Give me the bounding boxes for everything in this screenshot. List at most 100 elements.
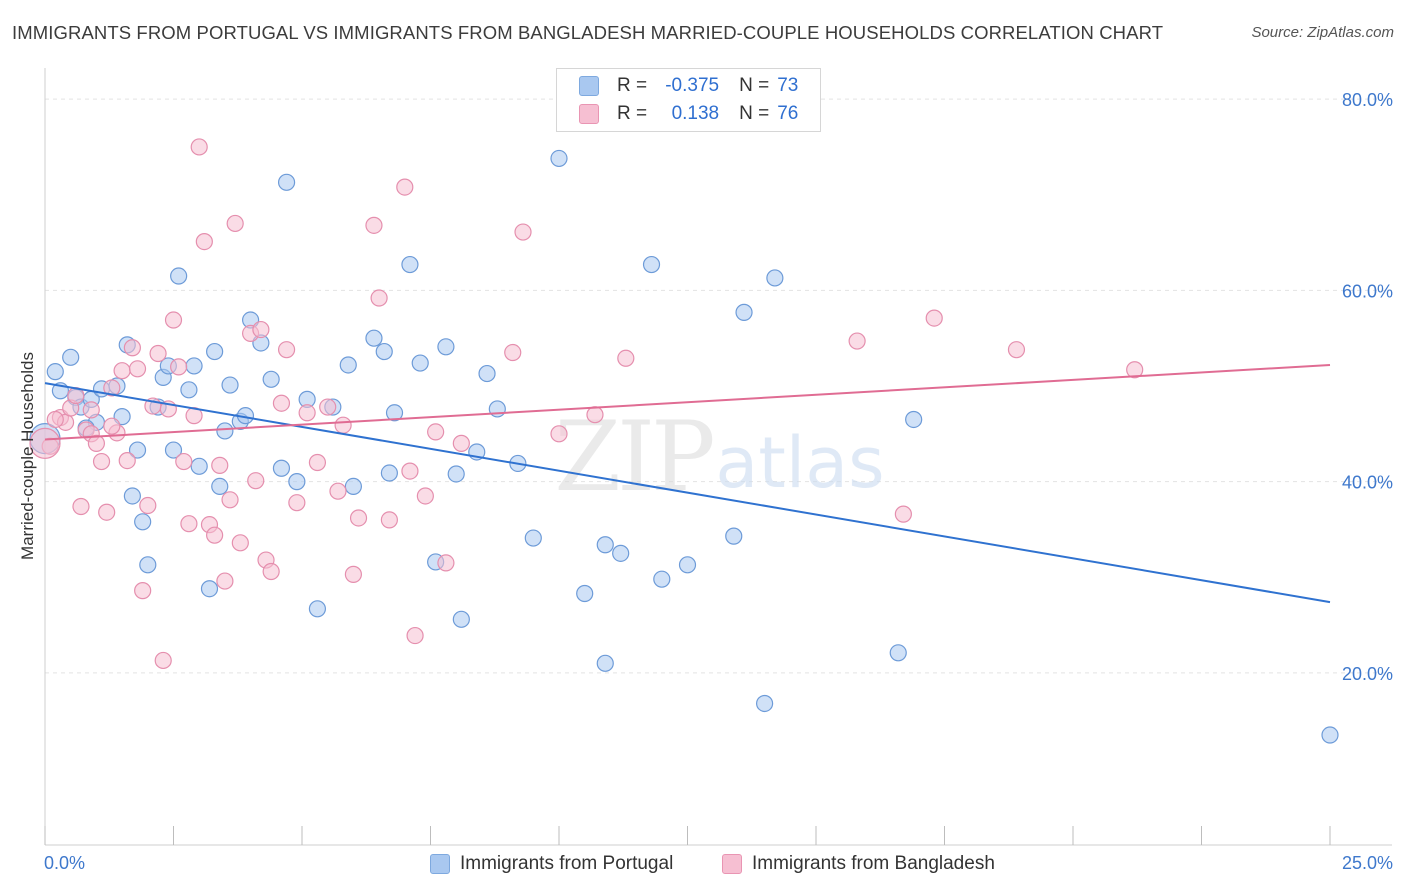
data-point	[344, 565, 362, 583]
data-point	[401, 255, 419, 274]
n-value: 73	[777, 75, 799, 96]
data-point	[216, 572, 234, 590]
data-point	[344, 477, 362, 496]
data-point	[1321, 726, 1339, 744]
data-point	[82, 401, 100, 419]
data-point	[226, 214, 244, 233]
data-point	[149, 344, 167, 363]
data-point	[437, 338, 455, 356]
data-point	[206, 342, 224, 361]
bangladesh-swatch	[579, 104, 599, 124]
data-point	[329, 482, 347, 500]
data-point	[72, 497, 90, 516]
legend-item-bangladesh[interactable]: Immigrants from Bangladesh	[722, 850, 995, 878]
data-point	[211, 456, 229, 474]
chart-title: IMMIGRANTS FROM PORTUGAL VS IMMIGRANTS F…	[12, 22, 1164, 43]
data-point	[62, 348, 80, 366]
stats-legend-box: R = -0.375 N = 73 R = 0.138 N = 76	[556, 68, 821, 132]
series-bangladesh	[29, 138, 1144, 670]
watermark-atlas: atlas	[715, 422, 884, 504]
data-point	[905, 410, 923, 429]
data-point	[1007, 341, 1026, 359]
data-point	[277, 341, 296, 359]
legend-item-portugal[interactable]: Immigrants from Portugal	[430, 850, 673, 878]
data-point	[406, 626, 424, 645]
data-point	[308, 600, 327, 618]
data-point	[319, 398, 337, 416]
r-label: R =	[617, 75, 648, 96]
data-point	[29, 427, 61, 459]
data-point	[375, 342, 393, 361]
data-point	[277, 173, 296, 191]
data-point	[247, 472, 265, 490]
data-point	[380, 464, 398, 482]
data-point	[478, 364, 496, 383]
data-point	[755, 694, 774, 713]
data-point	[385, 404, 404, 422]
data-point	[164, 311, 183, 329]
data-point	[334, 416, 352, 434]
gridlines	[45, 98, 1392, 674]
data-point	[134, 513, 152, 531]
data-point	[262, 562, 280, 581]
data-point	[128, 441, 147, 459]
r-label: R =	[617, 103, 648, 124]
data-point	[252, 320, 270, 339]
data-points	[29, 138, 1339, 744]
data-point	[272, 459, 291, 477]
data-point	[401, 462, 419, 480]
data-point	[288, 473, 306, 491]
data-point	[452, 434, 470, 452]
data-point	[365, 216, 383, 234]
data-point	[216, 422, 234, 440]
data-point	[113, 362, 131, 380]
data-point	[678, 556, 697, 574]
watermark-zip: ZIP	[554, 401, 713, 513]
data-point	[576, 584, 594, 603]
data-point	[272, 394, 291, 412]
data-point	[349, 509, 368, 527]
data-point	[617, 349, 635, 367]
stats-row-bangladesh: R = 0.138 N = 76	[557, 100, 798, 128]
legend-swatch-portugal	[430, 854, 450, 874]
n-value: 76	[777, 103, 799, 124]
data-point	[231, 534, 249, 552]
data-point	[612, 544, 630, 562]
legend-label-portugal: Immigrants from Portugal	[460, 853, 674, 874]
data-point	[123, 487, 141, 505]
data-point	[889, 644, 907, 662]
data-point	[175, 452, 193, 471]
data-point	[370, 289, 388, 307]
y-tick-label: 40.0%	[1342, 473, 1393, 493]
data-point	[139, 556, 157, 574]
data-point	[139, 496, 157, 515]
data-point	[447, 465, 465, 483]
data-point	[180, 515, 198, 533]
data-point	[894, 505, 912, 523]
legend-label-bangladesh: Immigrants from Bangladesh	[752, 853, 995, 874]
source-credit: Source: ZipAtlas.com	[1251, 24, 1394, 41]
data-point	[427, 423, 445, 441]
data-point	[452, 610, 470, 628]
data-point	[725, 527, 743, 545]
r-value: 0.138	[671, 103, 720, 124]
data-point	[262, 370, 280, 388]
data-point	[134, 582, 152, 600]
data-point	[308, 453, 327, 472]
data-point	[365, 329, 383, 347]
data-point	[87, 434, 106, 452]
data-point	[524, 529, 542, 547]
y-tick-label: 80.0%	[1342, 90, 1393, 110]
trend-line-portugal	[44, 382, 1331, 604]
x-tick-label: 25.0%	[1342, 853, 1393, 873]
data-point	[164, 441, 183, 459]
data-point	[396, 178, 414, 196]
data-point	[766, 269, 784, 287]
data-point	[200, 580, 219, 598]
data-point	[46, 410, 64, 429]
data-point	[298, 404, 316, 422]
watermark: ZIP atlas	[554, 401, 884, 513]
data-point	[46, 363, 64, 381]
r-value: -0.375	[665, 75, 720, 96]
